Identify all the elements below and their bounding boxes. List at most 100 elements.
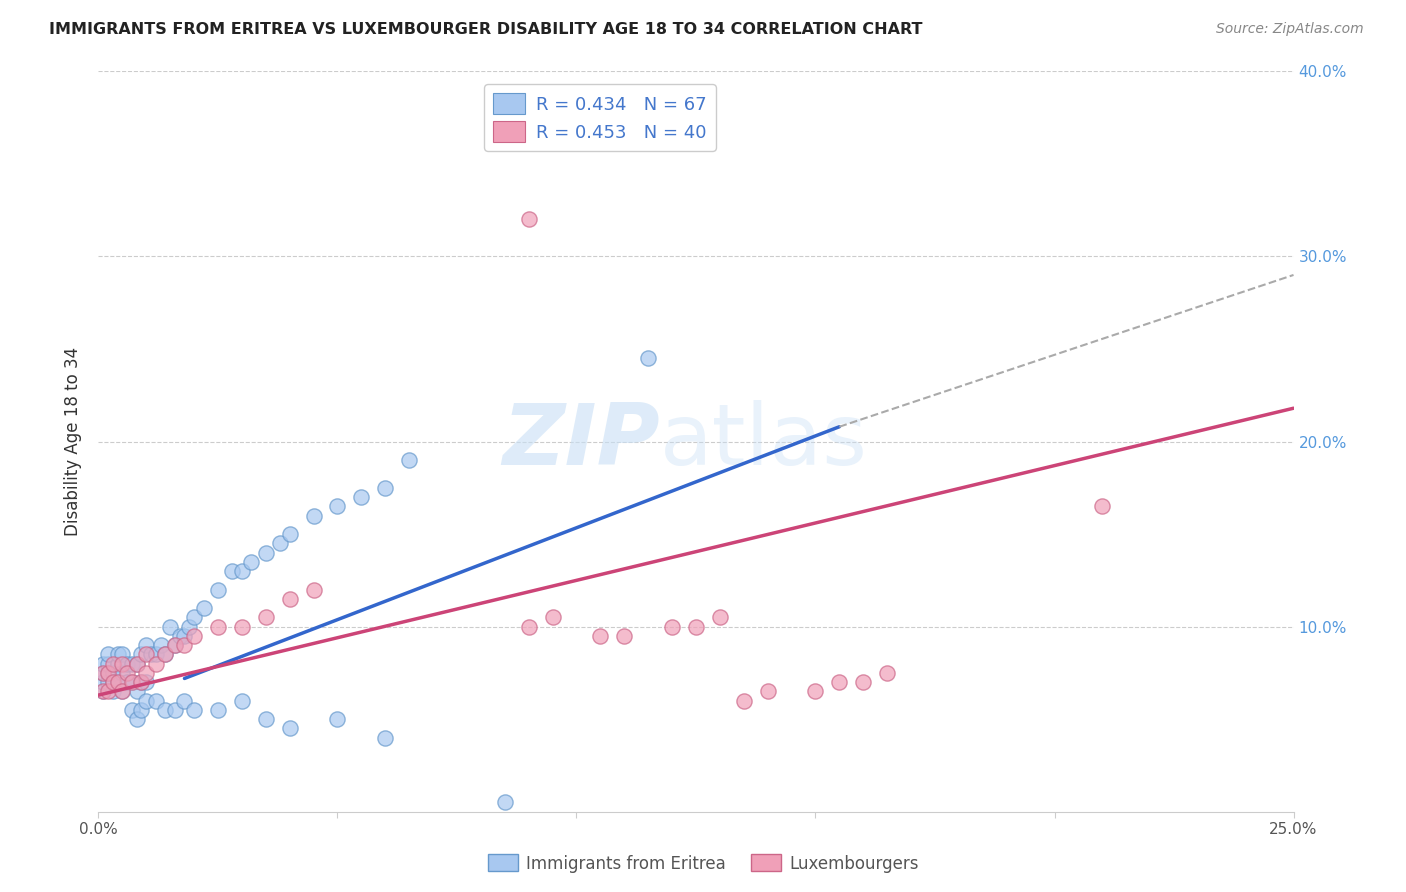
Point (207, 703, 229, 717)
Point (398, 453, 420, 467)
Point (101, 675, 124, 690)
Point (101, 675, 124, 690)
Point (254, 610, 277, 624)
Point (163, 703, 186, 717)
Point (163, 638, 186, 652)
Point (169, 629, 191, 643)
Point (494, 796, 516, 810)
Point (517, 619, 540, 633)
Point (115, 665, 138, 680)
Point (207, 619, 229, 633)
Point (876, 665, 898, 680)
Point (155, 703, 177, 717)
Point (302, 582, 325, 597)
Point (107, 657, 129, 671)
Point (91, 665, 114, 680)
Point (135, 665, 157, 680)
Point (613, 629, 636, 643)
Point (131, 675, 153, 690)
Text: atlas: atlas (661, 400, 868, 483)
Point (121, 703, 143, 717)
Point (183, 629, 205, 643)
Point (101, 684, 124, 698)
Point (852, 675, 875, 690)
Point (1091, 500, 1114, 514)
Point (163, 638, 186, 652)
Point (709, 610, 731, 624)
Point (97, 675, 120, 690)
Point (221, 564, 243, 578)
Point (107, 648, 129, 662)
Point (135, 694, 157, 708)
Point (183, 703, 205, 717)
Point (97, 657, 120, 671)
Point (135, 648, 157, 662)
Legend: Immigrants from Eritrea, Luxembourgers: Immigrants from Eritrea, Luxembourgers (481, 847, 925, 880)
Point (111, 665, 134, 680)
Point (131, 675, 153, 690)
Point (302, 508, 325, 523)
Point (131, 703, 153, 717)
Point (125, 657, 148, 671)
Point (145, 648, 167, 662)
Point (101, 665, 124, 680)
Point (240, 555, 263, 569)
Point (107, 675, 129, 690)
Point (91, 657, 114, 671)
Point (107, 675, 129, 690)
Point (145, 694, 167, 708)
Point (125, 712, 148, 726)
Point (541, 610, 564, 624)
Point (91, 675, 114, 690)
Point (97, 684, 120, 698)
Point (254, 545, 277, 560)
Point (155, 648, 177, 662)
Point (97, 665, 120, 680)
Point (125, 684, 148, 698)
Point (350, 490, 373, 504)
Y-axis label: Disability Age 18 to 34: Disability Age 18 to 34 (65, 347, 83, 536)
Point (661, 619, 683, 633)
Point (517, 212, 540, 227)
Point (135, 638, 157, 652)
Point (101, 657, 124, 671)
Point (374, 731, 396, 745)
Point (115, 657, 138, 671)
Point (111, 684, 134, 698)
Point (139, 648, 162, 662)
Point (111, 657, 134, 671)
Point (326, 712, 349, 726)
Point (637, 351, 659, 366)
Point (173, 694, 195, 708)
Point (173, 638, 195, 652)
Point (733, 694, 755, 708)
Point (231, 564, 253, 578)
Point (97, 665, 120, 680)
Point (183, 610, 205, 624)
Point (374, 481, 396, 495)
Point (111, 648, 134, 662)
Point (149, 638, 172, 652)
Point (685, 619, 707, 633)
Point (155, 648, 177, 662)
Point (756, 684, 779, 698)
Point (121, 657, 143, 671)
Point (131, 648, 153, 662)
Point (326, 500, 349, 514)
Point (231, 694, 253, 708)
Point (159, 619, 181, 633)
Point (278, 722, 301, 736)
Point (278, 591, 301, 606)
Point (193, 601, 215, 615)
Point (173, 629, 195, 643)
Point (828, 675, 851, 690)
Point (589, 629, 612, 643)
Point (278, 527, 301, 541)
Point (804, 684, 827, 698)
Text: Source: ZipAtlas.com: Source: ZipAtlas.com (1216, 22, 1364, 37)
Text: ZIP: ZIP (502, 400, 661, 483)
Point (207, 582, 229, 597)
Point (91, 665, 114, 680)
Point (145, 657, 167, 671)
Point (135, 675, 157, 690)
